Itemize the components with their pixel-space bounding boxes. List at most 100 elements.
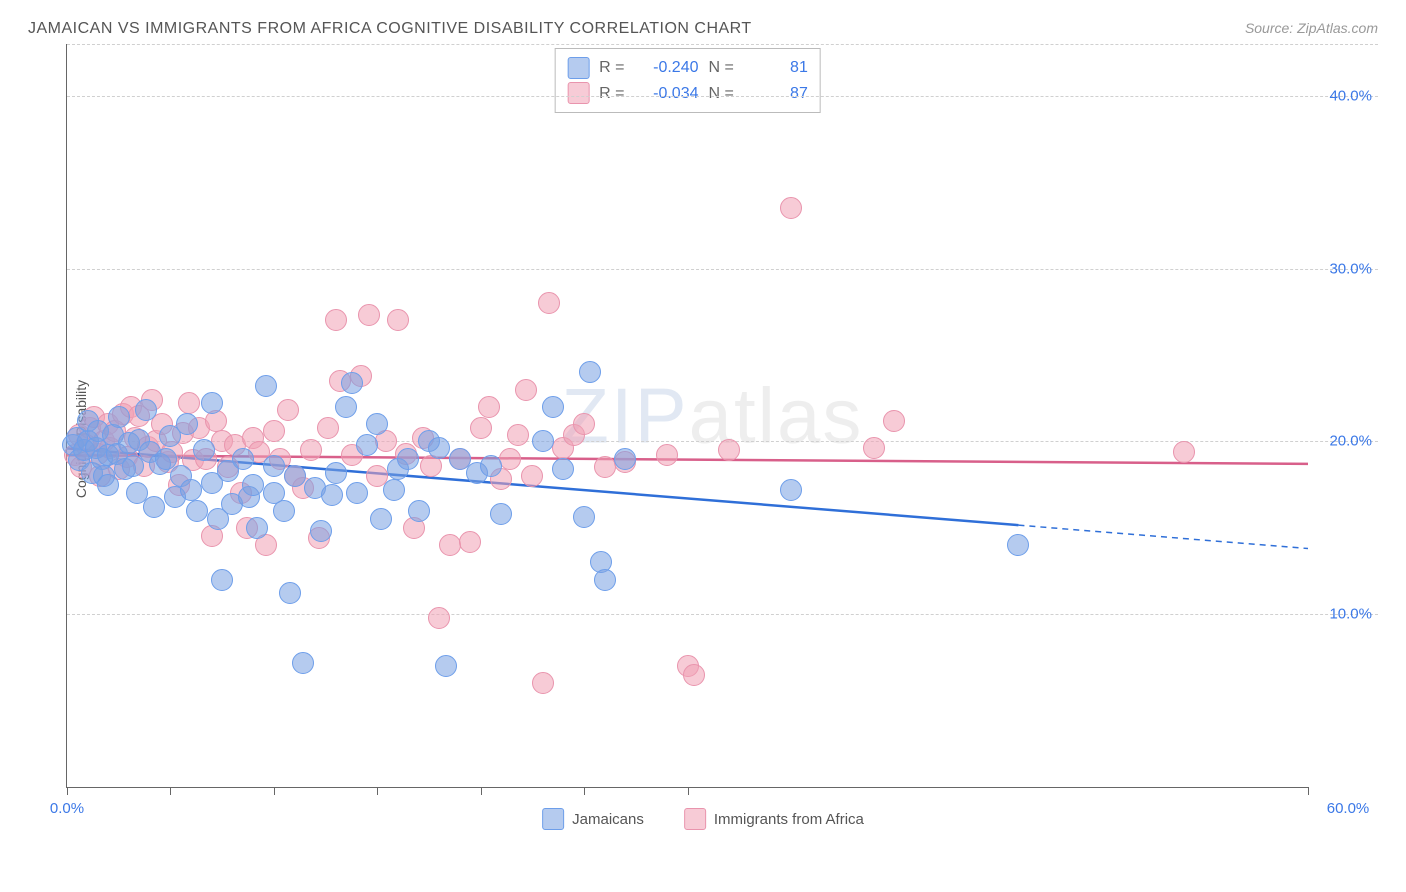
scatter-point-series1 [341,372,363,394]
scatter-point-series1 [428,437,450,459]
stats-row-series1: R = -0.240 N = 81 [567,55,808,81]
scatter-point-series1 [356,434,378,456]
n-value-series1: 81 [744,55,808,81]
source-attribution: Source: ZipAtlas.com [1245,20,1378,36]
chart-title: JAMAICAN VS IMMIGRANTS FROM AFRICA COGNI… [28,20,752,38]
plot-area: ZIPatlas R = -0.240 N = 81 R = -0.034 N … [66,44,1308,788]
scatter-point-series1 [397,448,419,470]
scatter-point-series1 [246,517,268,539]
scatter-point-series1 [97,474,119,496]
scatter-point-series1 [211,569,233,591]
scatter-point-series2 [317,417,339,439]
scatter-point-series2 [538,292,560,314]
scatter-point-series2 [300,439,322,461]
scatter-point-series1 [180,479,202,501]
scatter-point-series1 [279,582,301,604]
stats-row-series2: R = -0.034 N = 87 [567,81,808,107]
gridline [67,44,1378,45]
scatter-point-series2 [325,309,347,331]
chart-container: JAMAICAN VS IMMIGRANTS FROM AFRICA COGNI… [0,0,1406,892]
scatter-point-series2 [594,456,616,478]
gridline [67,96,1378,97]
correlation-stats-box: R = -0.240 N = 81 R = -0.034 N = 87 [554,48,821,113]
legend-item-series1: Jamaicans [542,808,644,830]
r-value-series1: -0.240 [635,55,699,81]
scatter-point-series1 [383,479,405,501]
scatter-point-series1 [201,392,223,414]
legend-label-series2: Immigrants from Africa [714,811,864,828]
scatter-point-series1 [292,652,314,674]
scatter-point-series1 [490,503,512,525]
n-value-series2: 87 [744,81,808,107]
scatter-point-series2 [1173,441,1195,463]
scatter-point-series2 [277,399,299,421]
scatter-point-series1 [273,500,295,522]
scatter-point-series1 [594,569,616,591]
scatter-point-series1 [335,396,357,418]
x-tick [67,787,68,795]
x-tick [1308,787,1309,795]
scatter-point-series2 [507,424,529,446]
scatter-point-series1 [579,361,601,383]
scatter-point-series1 [321,484,343,506]
x-tick [481,787,482,795]
legend-swatch-series2 [684,808,706,830]
scatter-point-series1 [408,500,430,522]
scatter-point-series1 [232,448,254,470]
scatter-point-series1 [435,655,457,677]
x-tick [688,787,689,795]
swatch-series1 [567,57,589,79]
scatter-point-series1 [532,430,554,452]
scatter-point-series2 [573,413,595,435]
x-max-label: 60.0% [1327,800,1370,817]
bottom-legend: Jamaicans Immigrants from Africa [542,808,864,830]
scatter-point-series2 [532,672,554,694]
scatter-point-series2 [780,197,802,219]
scatter-point-series1 [176,413,198,435]
scatter-point-series2 [428,607,450,629]
scatter-point-series1 [255,375,277,397]
scatter-point-series1 [310,520,332,542]
scatter-point-series2 [358,304,380,326]
y-tick-label: 20.0% [1329,433,1372,450]
scatter-point-series1 [614,448,636,470]
scatter-point-series1 [480,455,502,477]
scatter-point-series1 [1007,534,1029,556]
scatter-point-series2 [387,309,409,331]
scatter-point-series1 [193,439,215,461]
scatter-point-series1 [346,482,368,504]
scatter-point-series1 [135,399,157,421]
trendline-series1-dashed [1018,525,1308,548]
watermark: ZIPatlas [561,370,863,461]
legend-item-series2: Immigrants from Africa [684,808,864,830]
r-value-series2: -0.034 [635,81,699,107]
scatter-point-series1 [143,496,165,518]
scatter-point-series1 [325,462,347,484]
scatter-point-series1 [780,479,802,501]
swatch-series2 [567,82,589,104]
scatter-point-series2 [515,379,537,401]
scatter-point-series2 [521,465,543,487]
scatter-point-series1 [242,474,264,496]
scatter-point-series1 [366,413,388,435]
scatter-point-series1 [108,406,130,428]
y-tick-label: 10.0% [1329,606,1372,623]
legend-swatch-series1 [542,808,564,830]
x-tick [274,787,275,795]
scatter-point-series1 [573,506,595,528]
scatter-point-series2 [439,534,461,556]
scatter-point-series1 [542,396,564,418]
legend-label-series1: Jamaicans [572,811,644,828]
plot-wrap: Cognitive Disability ZIPatlas R = -0.240… [28,44,1378,834]
scatter-point-series1 [552,458,574,480]
scatter-point-series2 [718,439,740,461]
scatter-point-series2 [863,437,885,459]
header-row: JAMAICAN VS IMMIGRANTS FROM AFRICA COGNI… [28,20,1378,38]
scatter-point-series2 [683,664,705,686]
x-tick [377,787,378,795]
x-tick [584,787,585,795]
scatter-point-series1 [370,508,392,530]
scatter-point-series1 [263,455,285,477]
scatter-point-series1 [186,500,208,522]
scatter-point-series2 [470,417,492,439]
